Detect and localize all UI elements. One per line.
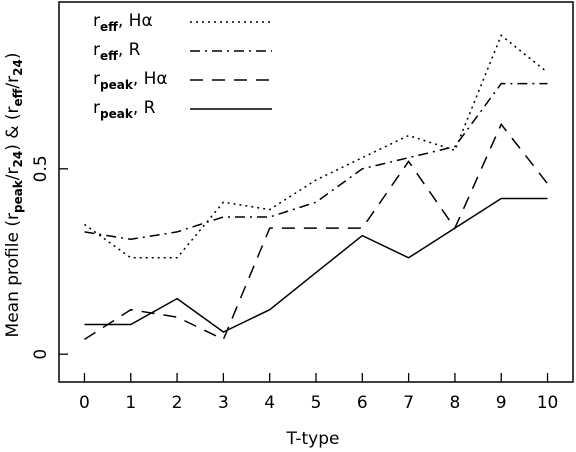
legend-label-rpeak_r: rpeak, R — [93, 98, 156, 121]
y-axis-title-part: /r — [3, 76, 23, 89]
series-line-reff_ha — [84, 34, 548, 259]
y-axis-title-sub: 24 — [11, 59, 25, 76]
y-axis-ticks: 00.5 — [31, 155, 68, 360]
x-tick-label: 5 — [311, 393, 322, 413]
y-tick-label: 0 — [31, 349, 51, 360]
series-line-rpeak_ha — [84, 122, 549, 341]
x-tick-label: 7 — [403, 393, 414, 413]
legend-label-reff_ha: reff, Hα — [93, 11, 153, 34]
legend-label-rpeak_ha: rpeak, Hα — [93, 69, 168, 92]
x-axis-title: T-type — [286, 429, 340, 449]
x-tick-label: 6 — [357, 393, 368, 413]
series-layer — [84, 34, 549, 341]
x-tick-label: 4 — [264, 393, 275, 413]
x-tick-label: 10 — [537, 393, 559, 413]
y-axis-title-part: ) — [3, 53, 23, 60]
y-axis-title-part: Mean profile (r — [3, 213, 23, 337]
y-axis-title-sub: eff — [11, 88, 25, 106]
x-tick-label: 0 — [79, 393, 90, 413]
y-axis-title-part: ) & (r — [3, 106, 23, 150]
x-tick-label: 2 — [172, 393, 183, 413]
y-tick-label: 0.5 — [31, 155, 51, 182]
x-axis-ticks: 0 1 2 3 4 5 6 7 8 9 10 — [79, 373, 558, 413]
y-axis-title-sub: 24 — [11, 151, 25, 168]
x-tick-label: 1 — [125, 393, 136, 413]
x-tick-label: 3 — [218, 393, 229, 413]
y-axis-title-part: /r — [3, 167, 23, 180]
series-line-rpeak_r — [84, 197, 548, 333]
x-tick-label: 8 — [450, 393, 461, 413]
y-axis-title-sub: peak — [11, 179, 25, 213]
y-axis-title: Mean profile (rpeak/r24) & (reff/r24) — [3, 53, 25, 338]
legend-label-reff_r: reff, R — [93, 40, 141, 63]
x-tick-label: 9 — [496, 393, 507, 413]
legend: reff, Hα reff, R rpeak, Hα rpeak, R — [93, 11, 272, 121]
